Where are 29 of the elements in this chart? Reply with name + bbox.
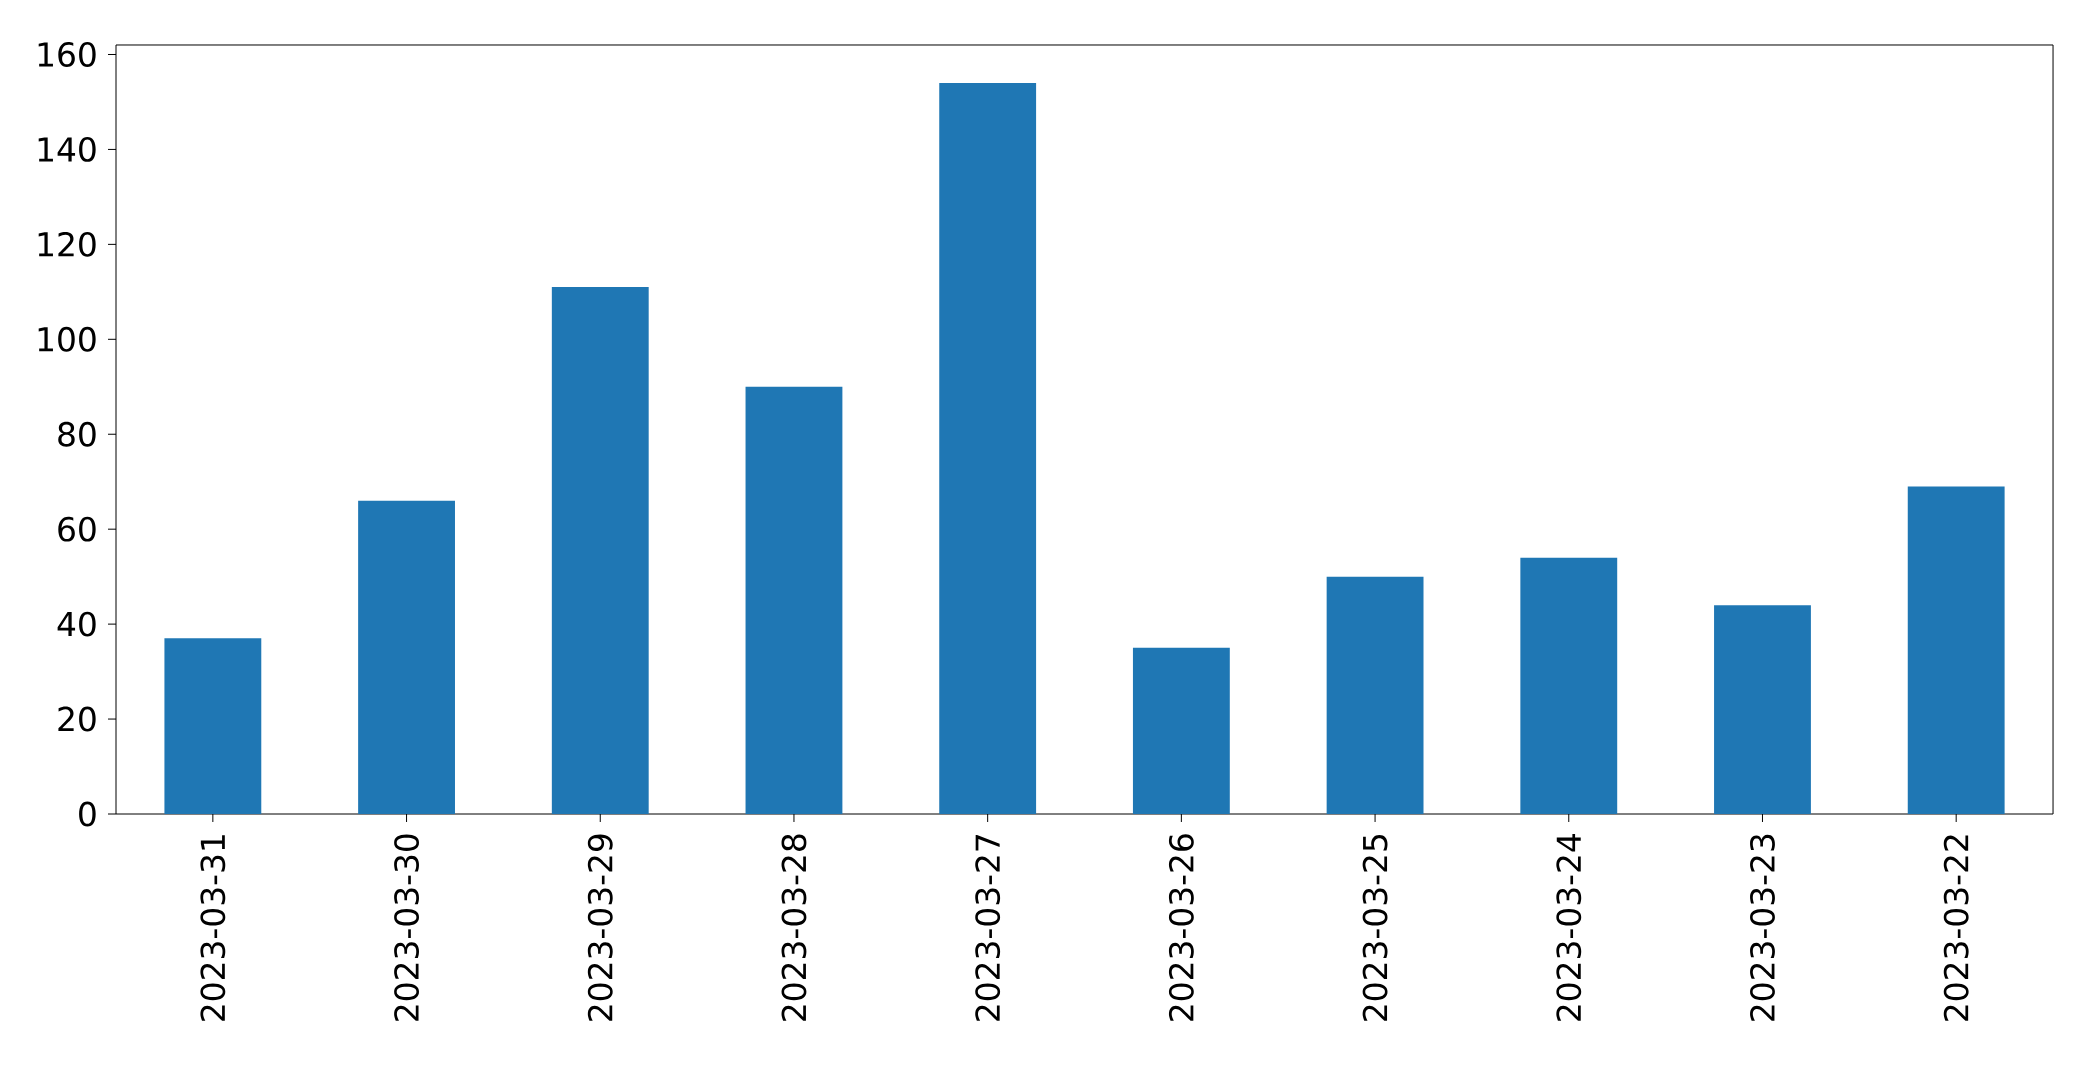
bar [1326, 576, 1424, 814]
bar [1132, 647, 1230, 814]
x-tick-label: 2023-03-29 [587, 834, 613, 1021]
x-tick-label: 2023-03-22 [1943, 835, 1969, 1021]
y-tick-label: 160 [38, 42, 96, 67]
bar [551, 287, 649, 814]
y-tick-label: 120 [38, 231, 96, 257]
x-tick-label: 2023-03-27 [975, 835, 1001, 1021]
y-tick-label: 80 [58, 421, 96, 447]
x-tick-label: 2023-03-26 [1168, 834, 1194, 1021]
y-tick-label: 140 [38, 136, 96, 162]
x-tick-label: 2023-03-25 [1362, 835, 1388, 1021]
y-tick-label: 100 [38, 326, 96, 352]
bar [1714, 605, 1811, 814]
bar [939, 82, 1037, 814]
x-tick-label: 2023-03-30 [394, 834, 419, 1021]
bar [745, 386, 843, 814]
x-tick-label: 2023-03-24 [1556, 834, 1582, 1021]
x-tick-label: 2023-03-28 [781, 834, 807, 1021]
y-tick-label: 60 [58, 516, 96, 542]
y-tick-label: 40 [57, 611, 96, 637]
bar [1520, 557, 1618, 814]
x-tick-label: 2023-03-23 [1750, 834, 1775, 1021]
x-tick-label: 2023-03-31 [200, 835, 226, 1021]
y-tick-label: 0 [79, 801, 96, 827]
bar [164, 638, 262, 814]
bar [358, 500, 455, 814]
bar [1907, 486, 2005, 814]
y-tick-label: 20 [58, 706, 96, 732]
